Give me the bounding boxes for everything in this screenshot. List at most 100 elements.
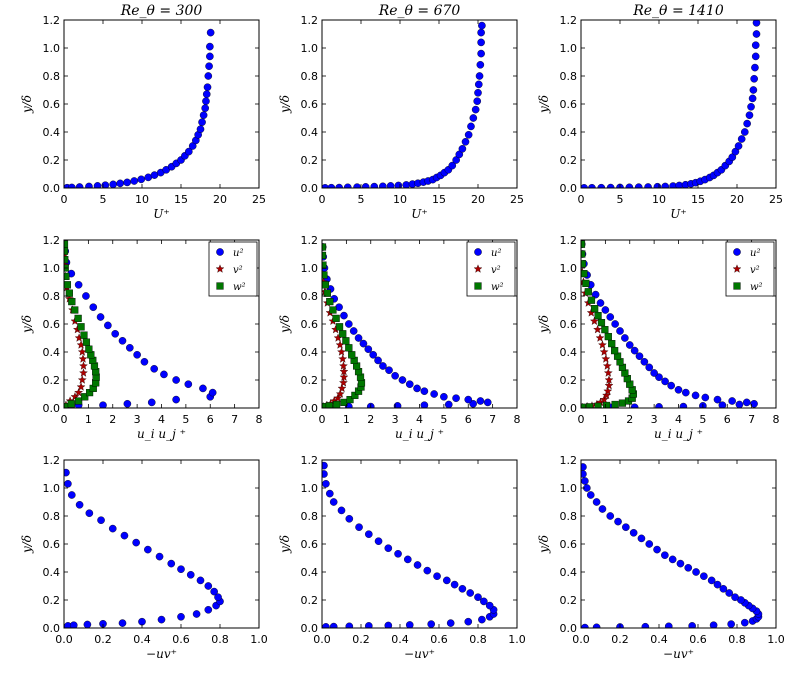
x-tick-label: 0 [61, 413, 68, 426]
y-tick-label: 0.8 [43, 70, 61, 83]
data-point-circle [196, 125, 205, 133]
data-point-square [64, 272, 70, 281]
y-tick-label: 1.0 [301, 482, 319, 495]
data-points [581, 463, 763, 628]
x-tick-label: 1.0 [250, 633, 268, 646]
data-point-circle [109, 180, 117, 188]
data-point-circle [692, 568, 700, 576]
data-point-circle [427, 620, 436, 628]
data-point-circle [688, 622, 696, 628]
y-tick-label: 0.8 [301, 70, 319, 83]
data-point-circle [206, 52, 214, 61]
data-point-circle [325, 489, 334, 498]
data-point-square [82, 338, 91, 346]
panel-9: 0.0 0.2 0.4 0.6 0.8 1.0 0.0 0.2 0.4 0.6 0.8 1.0 1.2 −… [537, 454, 785, 661]
data-point-circle [208, 388, 217, 397]
data-point-circle [684, 564, 693, 572]
data-point-circle [749, 86, 758, 94]
x-tick-label: 5 [358, 193, 365, 206]
data-point-circle [614, 517, 622, 526]
data-point-circle [471, 105, 480, 114]
data-point-star [79, 368, 88, 377]
data-point-circle [713, 395, 722, 404]
data-point-square [611, 400, 619, 408]
data-point-circle [413, 561, 422, 569]
x-axis-label: u_i u_j ⁺ [654, 427, 703, 441]
x-tick-label: 5 [440, 413, 447, 426]
data-point-circle [731, 593, 739, 602]
data-point-circle [126, 343, 134, 352]
data-point-star [339, 366, 349, 376]
data-point-circle [123, 178, 131, 187]
data-point-star [604, 375, 614, 384]
data-point-circle [204, 606, 213, 614]
x-tick-label: 7 [489, 413, 496, 426]
data-point-square [323, 289, 331, 297]
legend: u² v² w² [725, 241, 775, 297]
x-tick-label: 0.2 [611, 633, 629, 646]
data-points [581, 20, 761, 188]
data-point-circle [653, 545, 661, 554]
data-point-circle [123, 399, 132, 408]
data-point-circle [446, 619, 455, 627]
data-point-circle [701, 393, 710, 402]
data-point-square [64, 403, 69, 408]
y-tick-label: 0.2 [560, 594, 578, 607]
y-tick-label: 0.2 [560, 154, 578, 167]
data-point-square [81, 393, 89, 401]
y-axis-label: y/δ [278, 535, 292, 554]
data-point-circle [747, 103, 755, 111]
y-tick-label: 0.4 [43, 126, 61, 139]
data-point-circle [120, 531, 129, 540]
legend-label: w² [750, 282, 763, 293]
axes-frame [63, 19, 260, 189]
y-tick-label: 0.8 [560, 70, 578, 83]
data-point-circle [405, 380, 414, 389]
data-point-circle [676, 559, 685, 568]
data-point-circle [477, 28, 485, 37]
data-point-circle [64, 479, 72, 488]
data-point-square [339, 330, 347, 338]
x-tick-label: 4 [416, 413, 423, 426]
x-tick-label: 0.4 [391, 633, 409, 646]
data-point-circle [737, 135, 746, 143]
y-tick-label: 0.8 [43, 290, 61, 303]
data-point-circle [420, 387, 429, 396]
x-tick-label: 0.6 [430, 633, 448, 646]
legend-label: u² [750, 248, 760, 259]
legend-label: v² [491, 265, 501, 276]
data-point-circle [361, 183, 370, 188]
x-tick-label: 1 [85, 413, 92, 426]
data-point-circle [64, 468, 70, 477]
y-tick-label: 0.2 [301, 154, 319, 167]
data-point-circle [147, 398, 156, 407]
data-point-star [70, 392, 80, 401]
data-point-circle [423, 566, 432, 575]
legend-marker-circle [216, 248, 224, 256]
data-point-circle [483, 398, 492, 407]
data-point-circle [751, 52, 760, 61]
legend-marker-star [473, 264, 483, 273]
data-point-circle [201, 104, 209, 112]
panel-4: 0 1 2 3 4 5 6 7 8 0.0 0.2 0.4 0.6 0.8 1.0 1.2 u_i u_j ⁺ y… [20, 234, 263, 441]
y-tick-label: 0.6 [43, 98, 61, 111]
x-tick-label: 8 [256, 413, 263, 426]
data-point-circle [464, 617, 473, 626]
data-point-square [325, 402, 333, 408]
x-tick-label: 15 [432, 193, 446, 206]
data-point-circle [202, 97, 210, 105]
data-point-circle [752, 20, 761, 27]
x-tick-label: 7 [231, 413, 238, 426]
data-point-circle [108, 524, 117, 533]
x-tick-label: 8 [773, 413, 780, 426]
data-point-circle [750, 399, 758, 408]
data-point-circle [450, 580, 459, 589]
data-point-circle [630, 346, 639, 355]
data-point-square [322, 403, 327, 408]
x-tick-label: 5 [182, 413, 189, 426]
data-point-circle [186, 571, 195, 579]
data-point-circle [345, 622, 354, 628]
data-point-circle [601, 306, 610, 314]
y-tick-label: 0.4 [301, 346, 319, 359]
data-point-circle [199, 384, 207, 393]
